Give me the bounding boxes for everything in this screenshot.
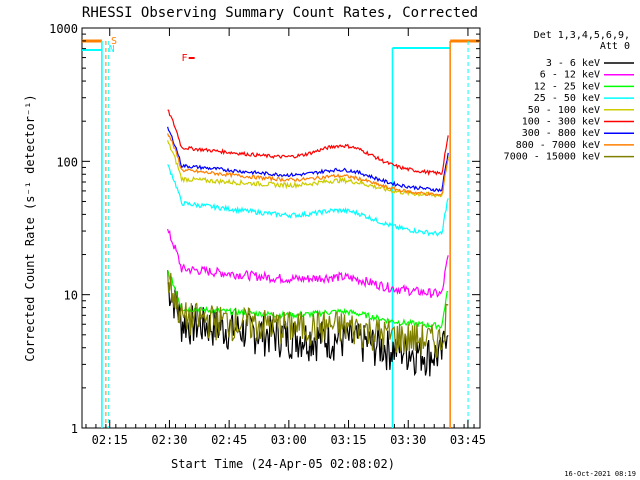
flag-label: F <box>182 53 188 64</box>
legend-title: Att 0 <box>600 41 630 52</box>
legend-entry-label: 800 - 7000 keV <box>516 140 600 151</box>
y-tick-label: 1 <box>71 422 78 436</box>
flag-label: S <box>111 36 117 47</box>
x-axis-label: Start Time (24-Apr-05 02:08:02) <box>171 457 395 471</box>
y-tick-label: 1000 <box>49 22 78 36</box>
y-tick-label: 100 <box>56 155 78 169</box>
legend-entry-label: 7000 - 15000 keV <box>504 152 600 163</box>
series-line <box>167 269 449 331</box>
chart-title: RHESSI Observing Summary Count Rates, Co… <box>82 5 478 21</box>
series-line <box>167 228 449 299</box>
series-line <box>167 164 449 237</box>
series-line <box>167 133 449 197</box>
series-line <box>167 270 449 358</box>
x-tick-label: 02:45 <box>211 433 247 447</box>
x-tick-label: 02:15 <box>92 433 128 447</box>
y-axis-label: Corrected Count Rate (s⁻¹ detector⁻¹) <box>23 94 37 361</box>
plot-frame <box>81 27 481 429</box>
footer-timestamp: 16-Oct-2021 08:19 <box>564 470 636 478</box>
legend-entry-label: 50 - 100 keV <box>528 105 600 116</box>
series-line <box>167 126 449 193</box>
series-line <box>167 140 449 198</box>
plot-area: SN F 02:15 02:30 02:45 03:00 03:15 03:30 03:45 1 1… <box>49 22 486 447</box>
legend-entry-label: 3 - 6 keV <box>546 58 600 69</box>
y-tick-label: 10 <box>64 289 78 303</box>
legend-entry-label: 100 - 300 keV <box>522 117 600 128</box>
flag-label: N <box>109 44 115 55</box>
flare-marker <box>188 57 195 59</box>
x-tick-label: 02:30 <box>151 433 187 447</box>
x-tick-label: 03:30 <box>390 433 426 447</box>
x-tick-label: 03:45 <box>450 433 486 447</box>
legend-entry-label: 12 - 25 keV <box>534 81 600 92</box>
legend-entry-label: 25 - 50 keV <box>534 93 600 104</box>
x-tick-label: 03:00 <box>271 433 307 447</box>
legend-entry-label: 6 - 12 keV <box>540 70 600 81</box>
x-tick-label: 03:15 <box>330 433 366 447</box>
series-line <box>167 109 449 176</box>
legend-entry-label: 300 - 800 keV <box>522 128 600 139</box>
legend-title: Det 1,3,4,5,6,9, <box>534 30 630 41</box>
